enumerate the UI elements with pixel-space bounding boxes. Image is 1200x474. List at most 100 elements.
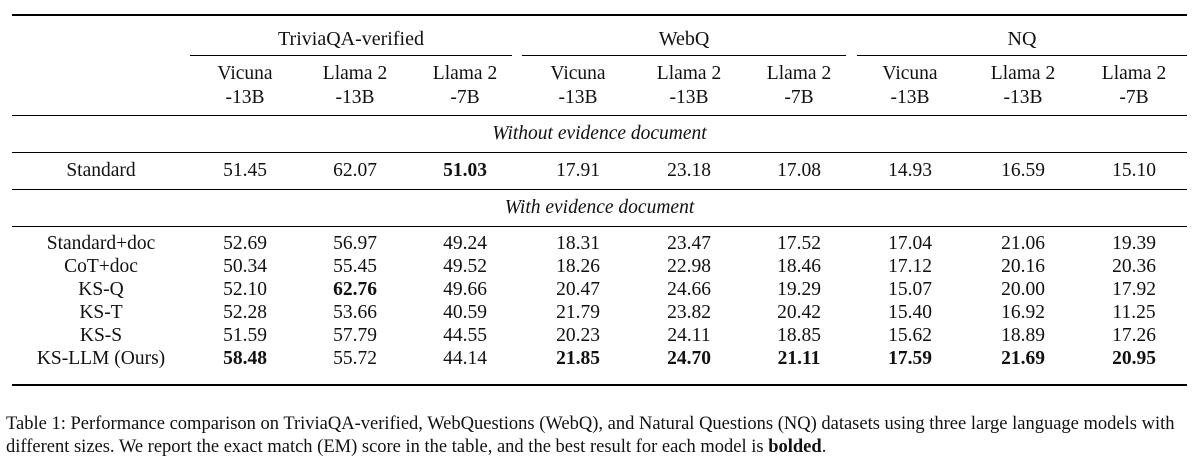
header-rule [12,115,1187,116]
score-cell: 51.59 [223,325,267,346]
score-cell: 14.93 [888,160,932,181]
score-cell: 17.26 [1112,325,1156,346]
score-cell: 56.97 [333,233,377,254]
group-rule-webq [522,55,846,56]
model-size: -13B [558,87,598,108]
score-cell: 21.79 [556,302,600,323]
score-cell: 51.03 [443,160,487,181]
score-cell: 17.59 [888,348,932,369]
model-size: -13B [1003,87,1043,108]
score-cell: 16.92 [1001,302,1045,323]
group-header-triviaqa: TriviaQA-verified [278,28,424,50]
section-rule-without [12,152,1187,153]
score-cell: 58.48 [223,348,267,369]
model-header: Llama 2 [656,63,722,84]
score-cell: 22.98 [667,256,711,277]
top-rule [12,14,1187,16]
model-size: -13B [335,87,375,108]
score-cell: 19.29 [777,279,821,300]
score-cell: 20.00 [1001,279,1045,300]
score-cell: 50.34 [223,256,267,277]
score-cell: 19.39 [1112,233,1156,254]
score-cell: 15.62 [888,325,932,346]
method-label: KS-T [79,302,123,323]
score-cell: 17.92 [1112,279,1156,300]
score-cell: 20.47 [556,279,600,300]
score-cell: 44.55 [443,325,487,346]
section-label-with-evidence: With evidence document [504,197,695,218]
score-cell: 17.52 [777,233,821,254]
score-cell: 62.07 [333,160,377,181]
score-cell: 53.66 [333,302,377,323]
method-label: CoT+doc [64,256,138,277]
score-cell: 17.12 [888,256,932,277]
group-rule-nq [857,55,1187,56]
score-cell: 49.24 [443,233,487,254]
score-cell: 20.95 [1112,348,1156,369]
model-header: Llama 2 [766,63,832,84]
model-size: -7B [450,87,480,108]
score-cell: 49.66 [443,279,487,300]
score-cell: 24.11 [667,325,711,346]
score-cell: 57.79 [333,325,377,346]
score-cell: 21.69 [1001,348,1045,369]
model-size: -7B [784,87,814,108]
model-header: Vicuna [550,63,606,84]
model-header: Llama 2 [1101,63,1167,84]
method-label: KS-Q [78,279,124,300]
model-size: -13B [225,87,265,108]
standard-rule [12,189,1187,190]
score-cell: 18.46 [777,256,821,277]
score-cell: 21.85 [556,348,600,369]
score-cell: 18.89 [1001,325,1045,346]
score-cell: 40.59 [443,302,487,323]
score-cell: 21.11 [777,348,821,369]
model-header: Llama 2 [432,63,498,84]
score-cell: 20.42 [777,302,821,323]
method-label: KS-LLM (Ours) [36,348,166,369]
model-size: -13B [669,87,709,108]
model-size: -13B [890,87,930,108]
model-size: -7B [1119,87,1149,108]
score-cell: 17.91 [556,160,600,181]
score-cell: 24.70 [667,348,711,369]
score-cell: 20.23 [556,325,600,346]
group-header-nq: NQ [1007,28,1037,50]
score-cell: 44.14 [443,348,487,369]
score-cell: 17.08 [777,160,821,181]
score-cell: 21.06 [1001,233,1045,254]
score-cell: 23.18 [667,160,711,181]
score-cell: 52.10 [223,279,267,300]
model-header: Llama 2 [322,63,388,84]
score-cell: 52.69 [223,233,267,254]
score-cell: 51.45 [223,160,267,181]
section-label-without-evidence: Without evidence document [492,123,707,144]
score-cell: 11.25 [1112,302,1156,323]
score-cell: 20.36 [1112,256,1156,277]
model-header: Llama 2 [990,63,1056,84]
group-header-webq: WebQ [658,28,710,50]
model-header: Vicuna [217,63,273,84]
caption-text: Table 1: Performance comparison on Trivi… [6,414,1175,457]
score-cell: 18.26 [556,256,600,277]
score-cell: 15.40 [888,302,932,323]
score-cell: 62.76 [333,279,377,300]
bottom-rule [12,384,1187,386]
score-cell: 18.85 [777,325,821,346]
score-cell: 49.52 [443,256,487,277]
score-cell: 17.04 [888,233,932,254]
section-rule-with [12,226,1187,227]
table-caption: Table 1: Performance comparison on Trivi… [6,413,1196,459]
score-cell: 23.82 [667,302,711,323]
method-label: KS-S [79,325,123,346]
score-cell: 20.16 [1001,256,1045,277]
score-cell: 16.59 [1001,160,1045,181]
caption-end: . [821,437,827,457]
model-header: Vicuna [882,63,938,84]
score-cell: 15.07 [888,279,932,300]
score-cell: 55.45 [333,256,377,277]
caption-bold-word: bolded [768,437,822,457]
score-cell: 55.72 [333,348,377,369]
group-rule-triviaqa [190,55,512,56]
